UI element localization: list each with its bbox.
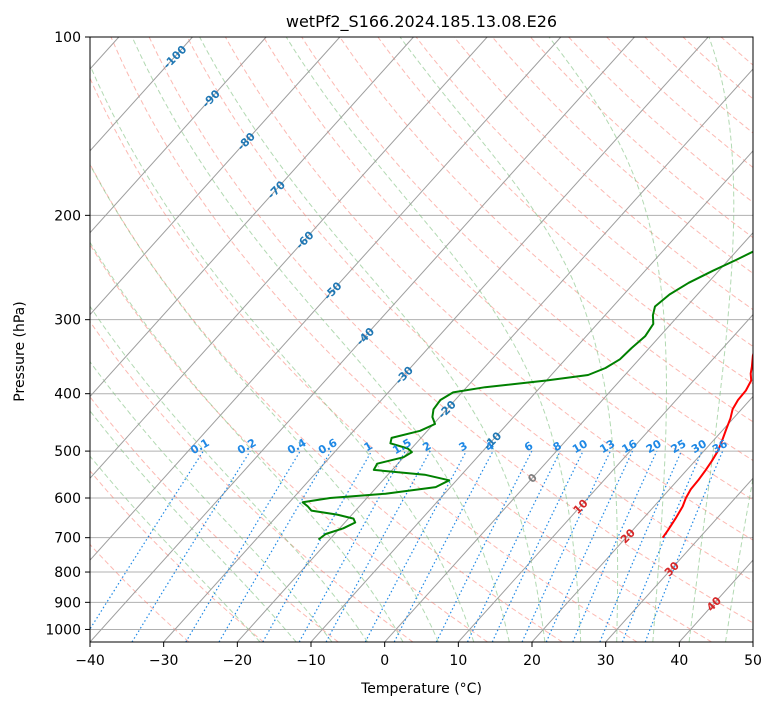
x-tick-label: 40 xyxy=(670,653,688,669)
mixing-ratio-line xyxy=(325,450,431,642)
x-tick-label: −40 xyxy=(75,653,105,669)
isotherm-line xyxy=(236,68,753,642)
y-tick-label: 500 xyxy=(54,444,81,460)
mixing-ratio-line xyxy=(131,450,251,642)
moist-adiabat xyxy=(399,37,619,642)
dewpoint-profile xyxy=(301,250,753,541)
y-tick-label: 1000 xyxy=(45,622,81,638)
moist-adiabat xyxy=(548,37,668,642)
x-axis-label: Temperature (°C) xyxy=(360,681,482,697)
dry-adiabat xyxy=(759,37,775,642)
y-tick-label: 900 xyxy=(54,595,81,611)
temperature-profile xyxy=(661,351,753,539)
mixing-ratio-line xyxy=(466,450,561,642)
dry-adiabat xyxy=(224,37,753,541)
x-tick-label: 20 xyxy=(523,653,541,669)
mixing-ratio-line xyxy=(521,450,611,642)
isotherm-line xyxy=(457,313,753,642)
x-tick-label: 0 xyxy=(380,653,389,669)
mixing-ratio-line xyxy=(262,450,373,642)
isotherm-line xyxy=(90,37,267,234)
isotherm-line xyxy=(90,37,562,561)
dry-adiabat xyxy=(568,37,753,203)
isotherm-line xyxy=(605,477,753,642)
mixing-ratio-line xyxy=(298,450,406,642)
mixing-ratio-line xyxy=(491,450,584,642)
moist-adiabat xyxy=(131,37,510,642)
y-tick-label: 400 xyxy=(54,387,81,403)
moist-adiabat xyxy=(90,241,404,642)
x-tick-label: −30 xyxy=(149,653,179,669)
x-tick-label: −20 xyxy=(223,653,253,669)
mixing-ratio-line xyxy=(90,450,204,631)
plot-frame xyxy=(89,36,754,643)
mixing-ratio-line xyxy=(218,450,332,642)
dry-adiabat xyxy=(453,37,753,311)
x-tick-label: 10 xyxy=(449,653,467,669)
isotherm-line xyxy=(163,37,709,642)
dry-adiabat xyxy=(148,37,753,624)
isotherm-line xyxy=(90,37,488,480)
y-tick-label: 100 xyxy=(54,30,81,46)
isotherm-line xyxy=(90,37,414,398)
x-tick-label: −10 xyxy=(296,653,326,669)
plot-area xyxy=(90,37,775,642)
mixing-ratio-line xyxy=(621,450,703,642)
x-tick-label: 50 xyxy=(744,653,762,669)
moist-adiabat xyxy=(90,305,369,642)
dry-adiabat xyxy=(90,243,488,642)
y-tick-label: 800 xyxy=(54,565,81,581)
dry-adiabat xyxy=(90,396,339,642)
y-tick-label: 300 xyxy=(54,313,81,329)
moist-adiabat xyxy=(90,163,439,642)
moist-adiabat xyxy=(688,37,735,642)
isotherm-line xyxy=(90,37,635,642)
moist-adiabat xyxy=(90,64,475,642)
moist-adiabat xyxy=(199,37,546,642)
y-tick-label: 200 xyxy=(54,208,81,224)
isotherm-line xyxy=(384,231,753,642)
dry-adiabat xyxy=(90,163,563,642)
isotherm-line xyxy=(310,150,753,642)
dry-adiabat xyxy=(263,37,753,501)
dry-adiabat xyxy=(491,37,753,274)
dry-adiabat xyxy=(110,37,712,642)
isotherm-line xyxy=(531,395,753,642)
mixing-ratio-line xyxy=(185,450,301,642)
moist-adiabat xyxy=(90,410,297,642)
dry-adiabat xyxy=(186,37,753,582)
dry-adiabat xyxy=(415,37,753,348)
dry-adiabat xyxy=(90,76,638,642)
moist-adiabat xyxy=(90,455,261,642)
y-axis-label: Pressure (hPa) xyxy=(12,301,28,401)
plot-background xyxy=(90,37,753,642)
y-tick-label: 700 xyxy=(54,531,81,547)
isotherm-line xyxy=(90,37,341,316)
mixing-ratio-line xyxy=(545,450,634,642)
moist-adiabat xyxy=(285,37,582,642)
x-tick-label: 30 xyxy=(597,653,615,669)
chart-title: wetPf2_S166.2024.185.13.08.E26 xyxy=(286,12,557,32)
isotherm-line xyxy=(90,37,193,152)
dry-adiabat xyxy=(377,37,753,385)
y-tick-label: 600 xyxy=(54,491,81,507)
isotherm-line xyxy=(752,641,753,642)
mixing-ratio-line xyxy=(599,450,682,642)
